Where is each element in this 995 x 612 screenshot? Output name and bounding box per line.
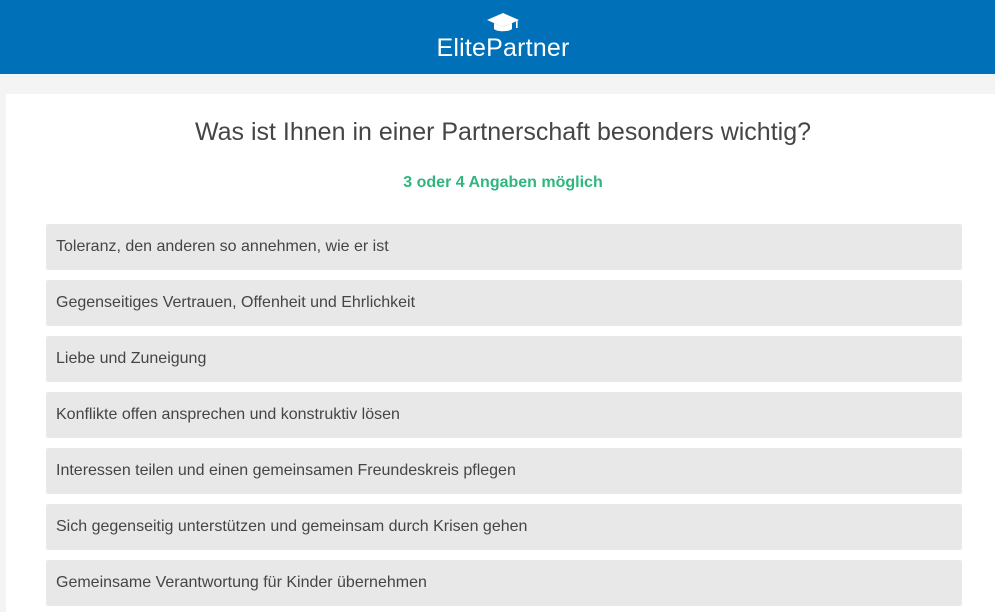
option-kinder[interactable]: Gemeinsame Verantwortung für Kinder über… [46,560,962,606]
site-header: ElitePartner [0,0,995,74]
option-interessen[interactable]: Interessen teilen und einen gemeinsamen … [46,448,962,494]
brand-name: ElitePartner [436,34,570,62]
option-vertrauen[interactable]: Gegenseitiges Vertrauen, Offenheit und E… [46,280,962,326]
question-title: Was ist Ihnen in einer Partnerschaft bes… [194,118,812,146]
graduation-cap-icon [487,13,519,32]
option-konflikte[interactable]: Konflikte offen ansprechen und konstrukt… [46,392,962,438]
option-liebe[interactable]: Liebe und Zuneigung [46,336,962,382]
elitepartner-logo[interactable]: ElitePartner [0,0,995,74]
selection-hint: 3 oder 4 Angaben möglich [403,174,603,191]
option-toleranz[interactable]: Toleranz, den anderen so annehmen, wie e… [46,224,962,270]
option-unterstuetzen[interactable]: Sich gegenseitig unterstützen und gemein… [46,504,962,550]
